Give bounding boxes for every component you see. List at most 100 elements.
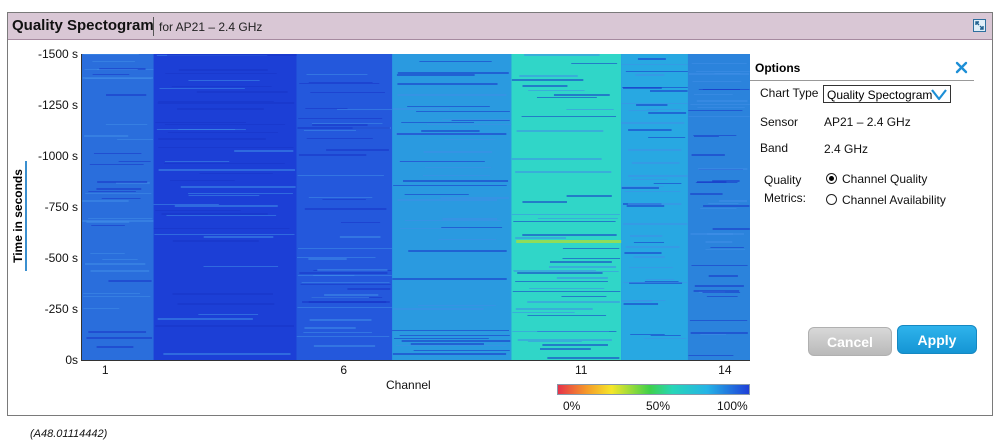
spectogram-plot	[81, 54, 750, 361]
heatmap-streak	[644, 338, 687, 339]
heatmap-streak	[400, 228, 469, 229]
heatmap-streak	[326, 149, 389, 151]
heatmap-streak	[561, 296, 607, 297]
title-divider	[153, 17, 154, 36]
heatmap-streak	[515, 308, 593, 310]
heatmap-streak	[562, 248, 620, 249]
heatmap-streak	[628, 149, 682, 151]
radio-label: Channel Availability	[842, 193, 946, 207]
y-tick-label: -750 s	[44, 200, 78, 214]
heatmap-streak	[324, 294, 379, 296]
heatmap-streak	[118, 161, 151, 162]
apply-button[interactable]: Apply	[897, 325, 977, 354]
heatmap-streak	[700, 208, 737, 209]
heatmap-streak	[170, 180, 235, 181]
heatmap-streak	[440, 197, 509, 199]
heatmap-streak	[396, 74, 475, 76]
chart-type-label: Chart Type	[760, 86, 819, 100]
heatmap-streak	[297, 175, 384, 176]
heatmap-streak	[696, 71, 750, 72]
heatmap-streak	[521, 116, 617, 117]
heatmap-streak	[410, 343, 484, 345]
heatmap-streak	[296, 336, 390, 337]
heatmap-streak	[688, 110, 743, 111]
heatmap-streak	[298, 248, 393, 249]
cancel-button[interactable]: Cancel	[808, 327, 892, 356]
heatmap-streak	[553, 94, 610, 96]
heatmap-streak	[511, 214, 620, 215]
heatmap-streak	[422, 175, 491, 176]
expand-icon[interactable]	[973, 19, 986, 32]
heatmap-streak	[199, 173, 273, 174]
heatmap-streak	[644, 281, 679, 282]
heatmap-streak	[401, 122, 475, 123]
heatmap-streak	[203, 266, 279, 267]
heatmap-streak	[705, 249, 746, 250]
heatmap-streak	[91, 225, 125, 226]
heatmap-streak	[706, 233, 733, 235]
heatmap-streak	[700, 334, 727, 335]
heatmap-streak	[623, 303, 659, 305]
heatmap-streak	[309, 319, 372, 321]
heatmap-streak	[648, 112, 687, 114]
heatmap-streak	[421, 130, 480, 132]
heatmap-streak	[630, 334, 665, 335]
heatmap-streak	[157, 102, 295, 104]
heatmap-streak	[516, 130, 604, 132]
heatmap-streak	[399, 335, 510, 336]
heatmap-streak	[650, 335, 681, 336]
heatmap-streak	[695, 182, 738, 183]
radio-button[interactable]	[826, 194, 837, 205]
heatmap-streak	[393, 108, 450, 110]
heatmap-streak	[441, 227, 503, 228]
heatmap-streak	[311, 123, 383, 124]
heatmap-streak	[93, 153, 142, 154]
options-header: Options	[750, 57, 974, 81]
heatmap-streak	[297, 127, 390, 129]
heatmap-streak	[688, 116, 750, 117]
heatmap-streak	[397, 199, 498, 201]
heatmap-streak	[97, 181, 148, 183]
heatmap-streak	[425, 167, 492, 168]
heatmap-streak	[524, 54, 600, 56]
page-subtitle: for AP21 – 2.4 GHz	[159, 20, 263, 34]
heatmap-streak	[519, 75, 578, 77]
figure-caption: (A48.01114442)	[30, 428, 108, 440]
heatmap-streak	[626, 205, 665, 207]
heatmap-streak	[536, 97, 597, 98]
chart-type-select[interactable]: Quality Spectogram	[823, 85, 951, 103]
heatmap-streak	[566, 109, 614, 110]
heatmap-streak	[164, 161, 230, 162]
heatmap-streak	[710, 247, 744, 248]
radio-button[interactable]	[826, 173, 837, 184]
heatmap-streak	[404, 220, 501, 221]
heatmap-streak	[438, 239, 497, 240]
heatmap-streak	[347, 288, 391, 290]
x-tick-label: 6	[340, 363, 348, 377]
heatmap-streak	[417, 305, 496, 306]
heatmap-streak	[517, 272, 603, 274]
heatmap-streak	[153, 204, 219, 205]
heatmap-streak	[101, 198, 141, 199]
heatmap-streak	[92, 61, 135, 62]
options-panel: Options Chart Type Quality Spectogram Se…	[750, 57, 978, 227]
heatmap-streak	[317, 269, 388, 271]
heatmap-streak	[451, 120, 510, 121]
close-icon[interactable]	[954, 59, 970, 75]
heatmap-streak	[512, 291, 621, 292]
heatmap-streak	[631, 162, 680, 164]
heatmap-streak	[88, 331, 147, 333]
heatmap-streak	[547, 357, 620, 359]
heatmap-streak	[308, 82, 373, 83]
heatmap-streak	[337, 109, 393, 110]
heatmap-streak	[413, 350, 510, 351]
heatmap-hotspot	[516, 240, 622, 243]
heatmap-streak	[511, 158, 602, 160]
x-tick-label: 1	[101, 363, 109, 377]
heatmap-streak	[527, 315, 607, 316]
heatmap-streak	[688, 73, 750, 75]
heatmap-streak	[165, 73, 277, 74]
heatmap-streak	[312, 124, 368, 126]
heatmap-streak	[392, 278, 507, 280]
radio-label: Channel Quality	[842, 172, 928, 186]
